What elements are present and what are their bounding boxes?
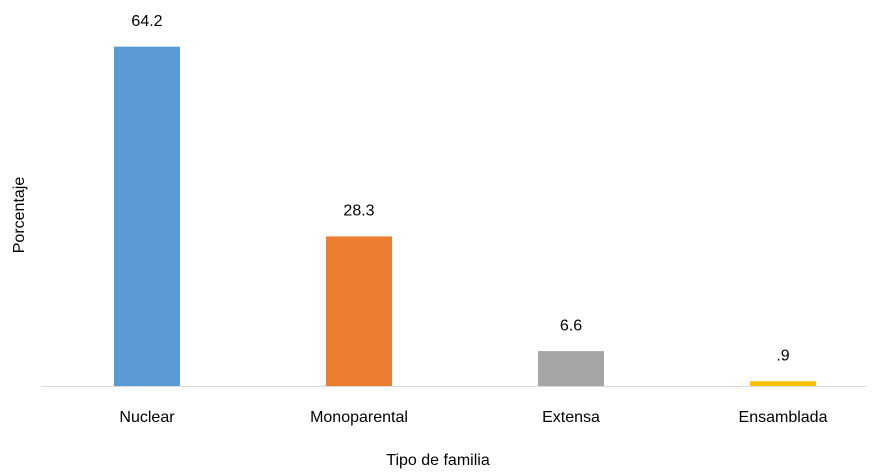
bar	[538, 351, 604, 386]
bar	[326, 236, 392, 386]
x-tick-label: Ensamblada	[739, 409, 828, 426]
bar	[750, 381, 816, 386]
data-label: .9	[776, 347, 789, 364]
x-tick-label: Monoparental	[310, 409, 408, 426]
bar	[114, 46, 180, 387]
x-axis-label: Tipo de familia	[386, 452, 490, 469]
x-tick-label: Extensa	[542, 409, 600, 426]
data-label: 64.2	[131, 13, 162, 30]
data-label: 6.6	[560, 317, 582, 334]
data-label: 28.3	[343, 203, 374, 220]
x-tick-label: Nuclear	[119, 409, 175, 426]
y-axis-label: Porcentaje	[11, 177, 28, 254]
